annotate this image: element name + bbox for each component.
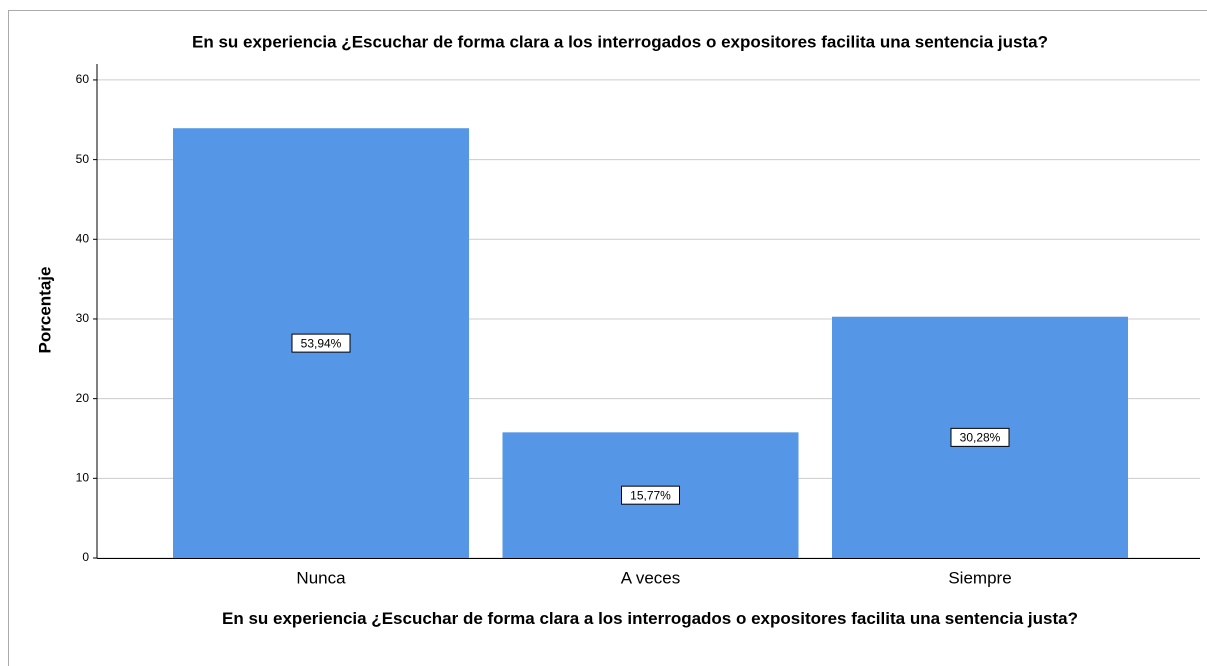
- value-label-box: [621, 485, 680, 505]
- x-tick-label: A veces: [621, 568, 681, 587]
- value-label-box: [291, 333, 351, 353]
- value-label: 30,28%: [960, 431, 1001, 445]
- y-tick-label: 50: [76, 152, 90, 166]
- y-tick-label: 10: [76, 470, 90, 484]
- value-label: 15,77%: [630, 488, 671, 502]
- y-tick-label: 0: [82, 550, 89, 564]
- x-tick-label: Siempre: [948, 568, 1011, 587]
- chart-border: [8, 10, 1207, 666]
- value-label: 53,94%: [301, 336, 342, 350]
- x-tick-label: Nunca: [296, 568, 346, 587]
- y-tick-label: 20: [76, 391, 90, 405]
- y-axis-title: Porcentaje: [35, 267, 54, 354]
- y-tick-label: 40: [76, 231, 90, 245]
- y-tick-label: 60: [76, 72, 90, 86]
- value-label-box: [950, 427, 1010, 447]
- x-axis-title: En su experiencia ¿Escuchar de forma cla…: [222, 609, 1078, 628]
- y-tick-label: 30: [76, 311, 90, 325]
- chart-title: En su experiencia ¿Escuchar de forma cla…: [192, 32, 1048, 51]
